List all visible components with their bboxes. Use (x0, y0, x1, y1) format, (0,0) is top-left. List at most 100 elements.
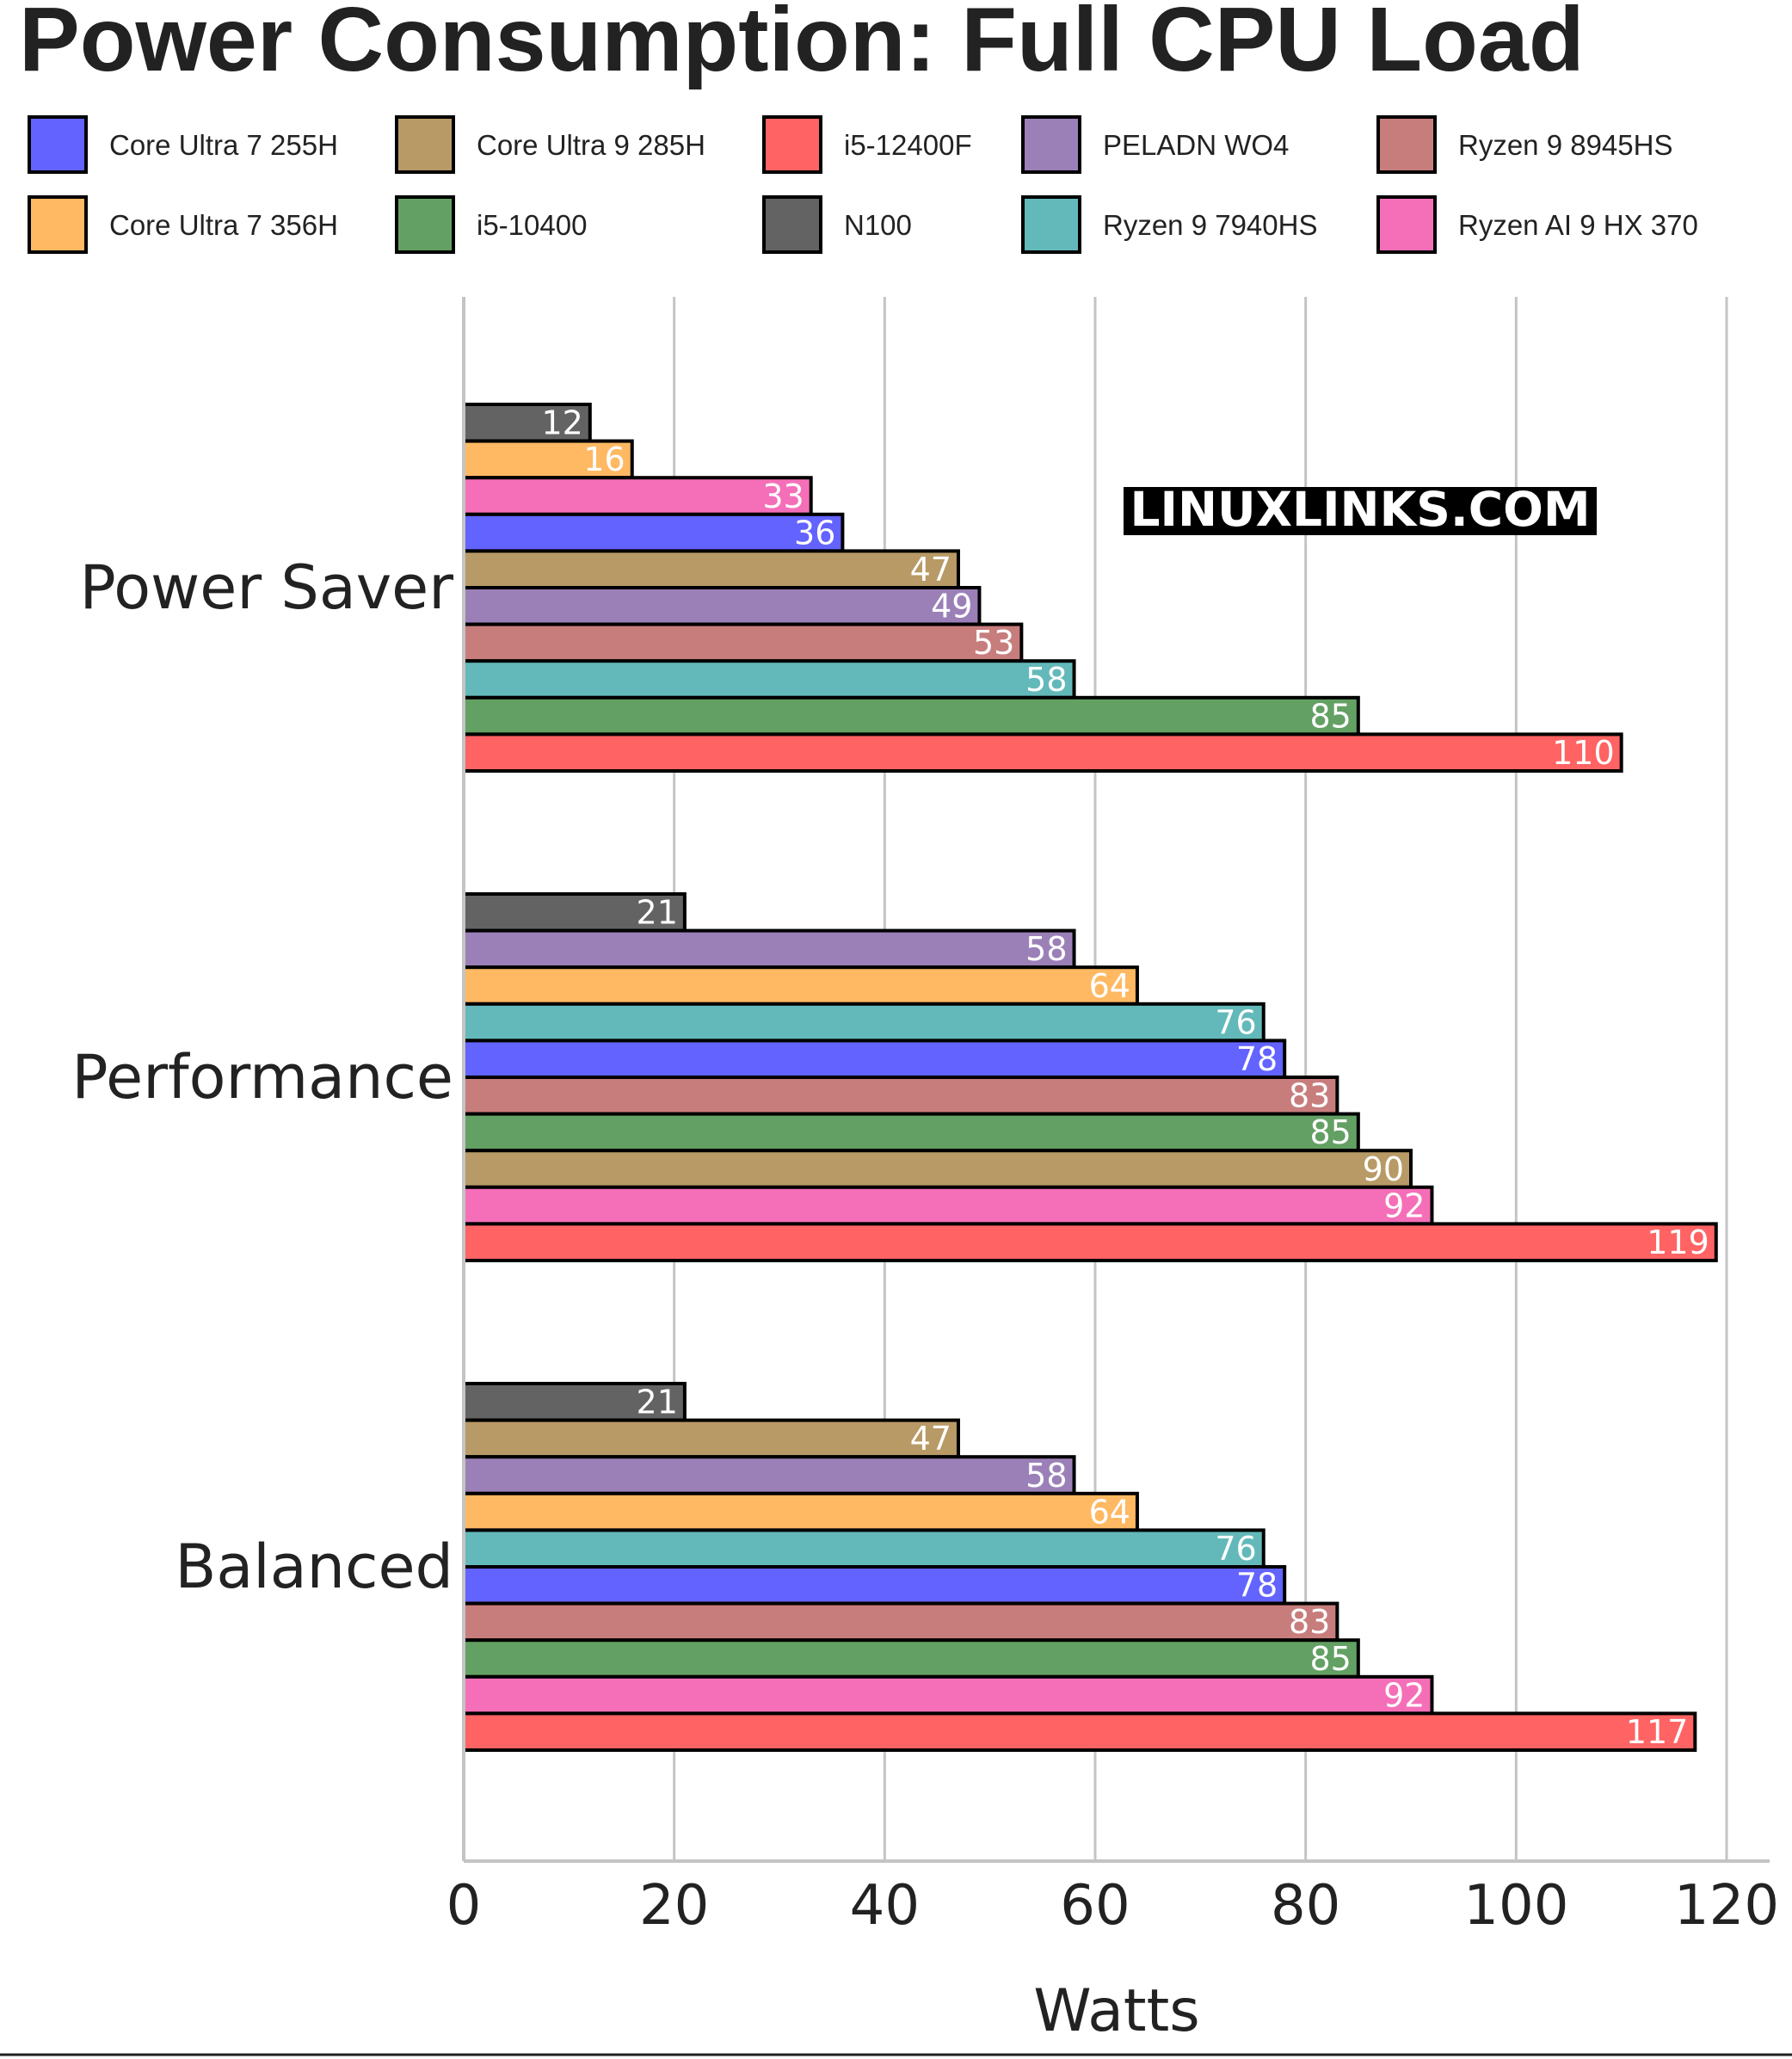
bar-value-label: 53 (973, 624, 1014, 662)
watermark-background (1124, 487, 1597, 535)
bar-value-label: 58 (1025, 661, 1067, 699)
bar-value-label: 12 (541, 404, 582, 442)
bar-balanced-i5-12400f (462, 1711, 1697, 1753)
bar-value-label: 16 (583, 441, 625, 478)
legend-item-core-ultra-7-356h: Core Ultra 7 356H (28, 195, 338, 254)
bar-value-label: 119 (1647, 1224, 1709, 1261)
bar-value-label: 76 (1215, 1530, 1256, 1568)
bar-performance-ryzen-9-8945hs (462, 1076, 1339, 1116)
bar-power-saver-i5-12400f (462, 732, 1623, 774)
watermark-text: LINUXLINKS.COM (1130, 482, 1590, 537)
bar-balanced-i5-10400 (462, 1638, 1360, 1679)
legend-label: Core Ultra 7 356H (109, 209, 338, 241)
bar-value-label: 58 (1025, 930, 1067, 968)
legend-swatch (762, 115, 822, 174)
legend-item-core-ultra-9-285h: Core Ultra 9 285H (395, 115, 705, 174)
legend-label: N100 (844, 209, 912, 241)
legend-swatch (1021, 195, 1081, 254)
bar-performance-ryzen-ai-9-hx-370 (462, 1185, 1434, 1226)
bar-value-label: 78 (1236, 1040, 1278, 1078)
x-tick-label: 40 (850, 1874, 920, 1938)
bar-value-label: 83 (1289, 1603, 1330, 1641)
x-tick-label: 80 (1271, 1874, 1340, 1938)
bar-balanced-core-ultra-7-255h (462, 1565, 1287, 1606)
x-axis-label: Watts (1033, 1977, 1199, 2045)
legend-item-core-ultra-7-255h: Core Ultra 7 255H (28, 115, 338, 174)
bar-power-saver-peladn-wo4 (462, 586, 982, 626)
x-tick-label: 100 (1463, 1874, 1568, 1938)
bar-balanced-ryzen-9-7940hs (462, 1528, 1265, 1569)
bar-balanced-ryzen-ai-9-hx-370 (462, 1674, 1434, 1716)
legend-label: Ryzen 9 7940HS (1103, 209, 1317, 241)
bar-balanced-core-ultra-9-285h (462, 1418, 960, 1459)
legend-item-ryzen-ai-9-hx-370: Ryzen AI 9 HX 370 (1376, 195, 1698, 254)
legend-swatch (395, 195, 455, 254)
bar-value-label: 36 (794, 514, 835, 552)
bar-performance-i5-10400 (462, 1112, 1360, 1153)
bar-value-label: 49 (931, 588, 972, 626)
legend-item-peladn-wo4: PELADN WO4 (1021, 115, 1289, 174)
x-tick-label: 60 (1060, 1874, 1130, 1938)
bar-balanced-core-ultra-7-356h (462, 1491, 1139, 1532)
bar-power-saver-n100 (462, 403, 592, 443)
bar-performance-n100 (462, 892, 687, 933)
x-axis: 0 20 40 60 80 100 120 (446, 297, 1779, 1938)
bar-value-label: 21 (637, 894, 678, 932)
legend-swatch (395, 115, 455, 174)
legend-swatch (1376, 195, 1437, 254)
legend-item-n100: N100 (762, 195, 912, 254)
legend-label: i5-12400F (844, 129, 972, 161)
bar-value-label: 78 (1236, 1567, 1278, 1605)
category-label-balanced: Balanced (175, 1532, 453, 1602)
legend-item-ryzen-9-7940hs: Ryzen 9 7940HS (1021, 195, 1317, 254)
bar-value-label: 110 (1552, 734, 1615, 772)
bar-value-label: 21 (637, 1384, 678, 1421)
legend-label: Core Ultra 9 285H (477, 129, 705, 161)
legend-swatch (1021, 115, 1081, 174)
legend-item-i5-10400: i5-10400 (395, 195, 587, 254)
bar-value-label: 90 (1363, 1150, 1404, 1188)
bar-value-label: 33 (762, 478, 804, 515)
bar-performance-core-ultra-7-255h (462, 1039, 1287, 1080)
bar-performance-i5-12400f (462, 1222, 1718, 1263)
category-label-performance: Performance (71, 1042, 453, 1113)
chart-legend: Core Ultra 7 255H Core Ultra 9 285H i5-124… (28, 115, 1698, 254)
bar-value-label: 85 (1309, 697, 1351, 735)
legend-label: i5-10400 (477, 209, 587, 241)
legend-swatch (1376, 115, 1437, 174)
bar-value-label: 47 (910, 1420, 951, 1458)
x-tick-label: 20 (639, 1874, 709, 1938)
bar-value-label: 83 (1289, 1077, 1330, 1115)
legend-label: Ryzen AI 9 HX 370 (1458, 209, 1698, 241)
bar-power-saver-ryzen-ai-9-hx-370 (462, 476, 813, 516)
bar-power-saver-core-ultra-7-255h (462, 512, 845, 553)
legend-swatch (28, 195, 88, 254)
bar-power-saver-core-ultra-7-356h (462, 439, 634, 480)
x-tick-label: 120 (1674, 1874, 1779, 1938)
bar-value-label: 92 (1383, 1676, 1425, 1714)
bar-balanced-ryzen-9-8945hs (462, 1601, 1339, 1643)
bar-value-label: 47 (910, 551, 951, 589)
bar-performance-core-ultra-7-356h (462, 965, 1139, 1006)
bar-power-saver-ryzen-9-7940hs (462, 659, 1076, 700)
bar-balanced-peladn-wo4 (462, 1455, 1076, 1495)
bar-power-saver-ryzen-9-8945hs (462, 622, 1024, 663)
legend-label: Core Ultra 7 255H (109, 129, 338, 161)
x-tick-label: 0 (446, 1874, 482, 1938)
bar-balanced-n100 (462, 1382, 687, 1422)
legend-item-ryzen-9-8945hs: Ryzen 9 8945HS (1376, 115, 1672, 174)
bar-power-saver-core-ultra-9-285h (462, 549, 960, 590)
bar-power-saver-i5-10400 (462, 695, 1360, 737)
category-label-power-saver: Power Saver (80, 552, 454, 623)
bar-value-label: 64 (1089, 1493, 1130, 1531)
bar-value-label: 58 (1025, 1457, 1067, 1495)
bar-performance-core-ultra-9-285h (462, 1149, 1413, 1189)
bar-value-label: 85 (1309, 1113, 1351, 1151)
bar-value-label: 76 (1215, 1003, 1256, 1041)
legend-label: PELADN WO4 (1103, 129, 1289, 161)
bar-value-label: 92 (1383, 1187, 1425, 1224)
